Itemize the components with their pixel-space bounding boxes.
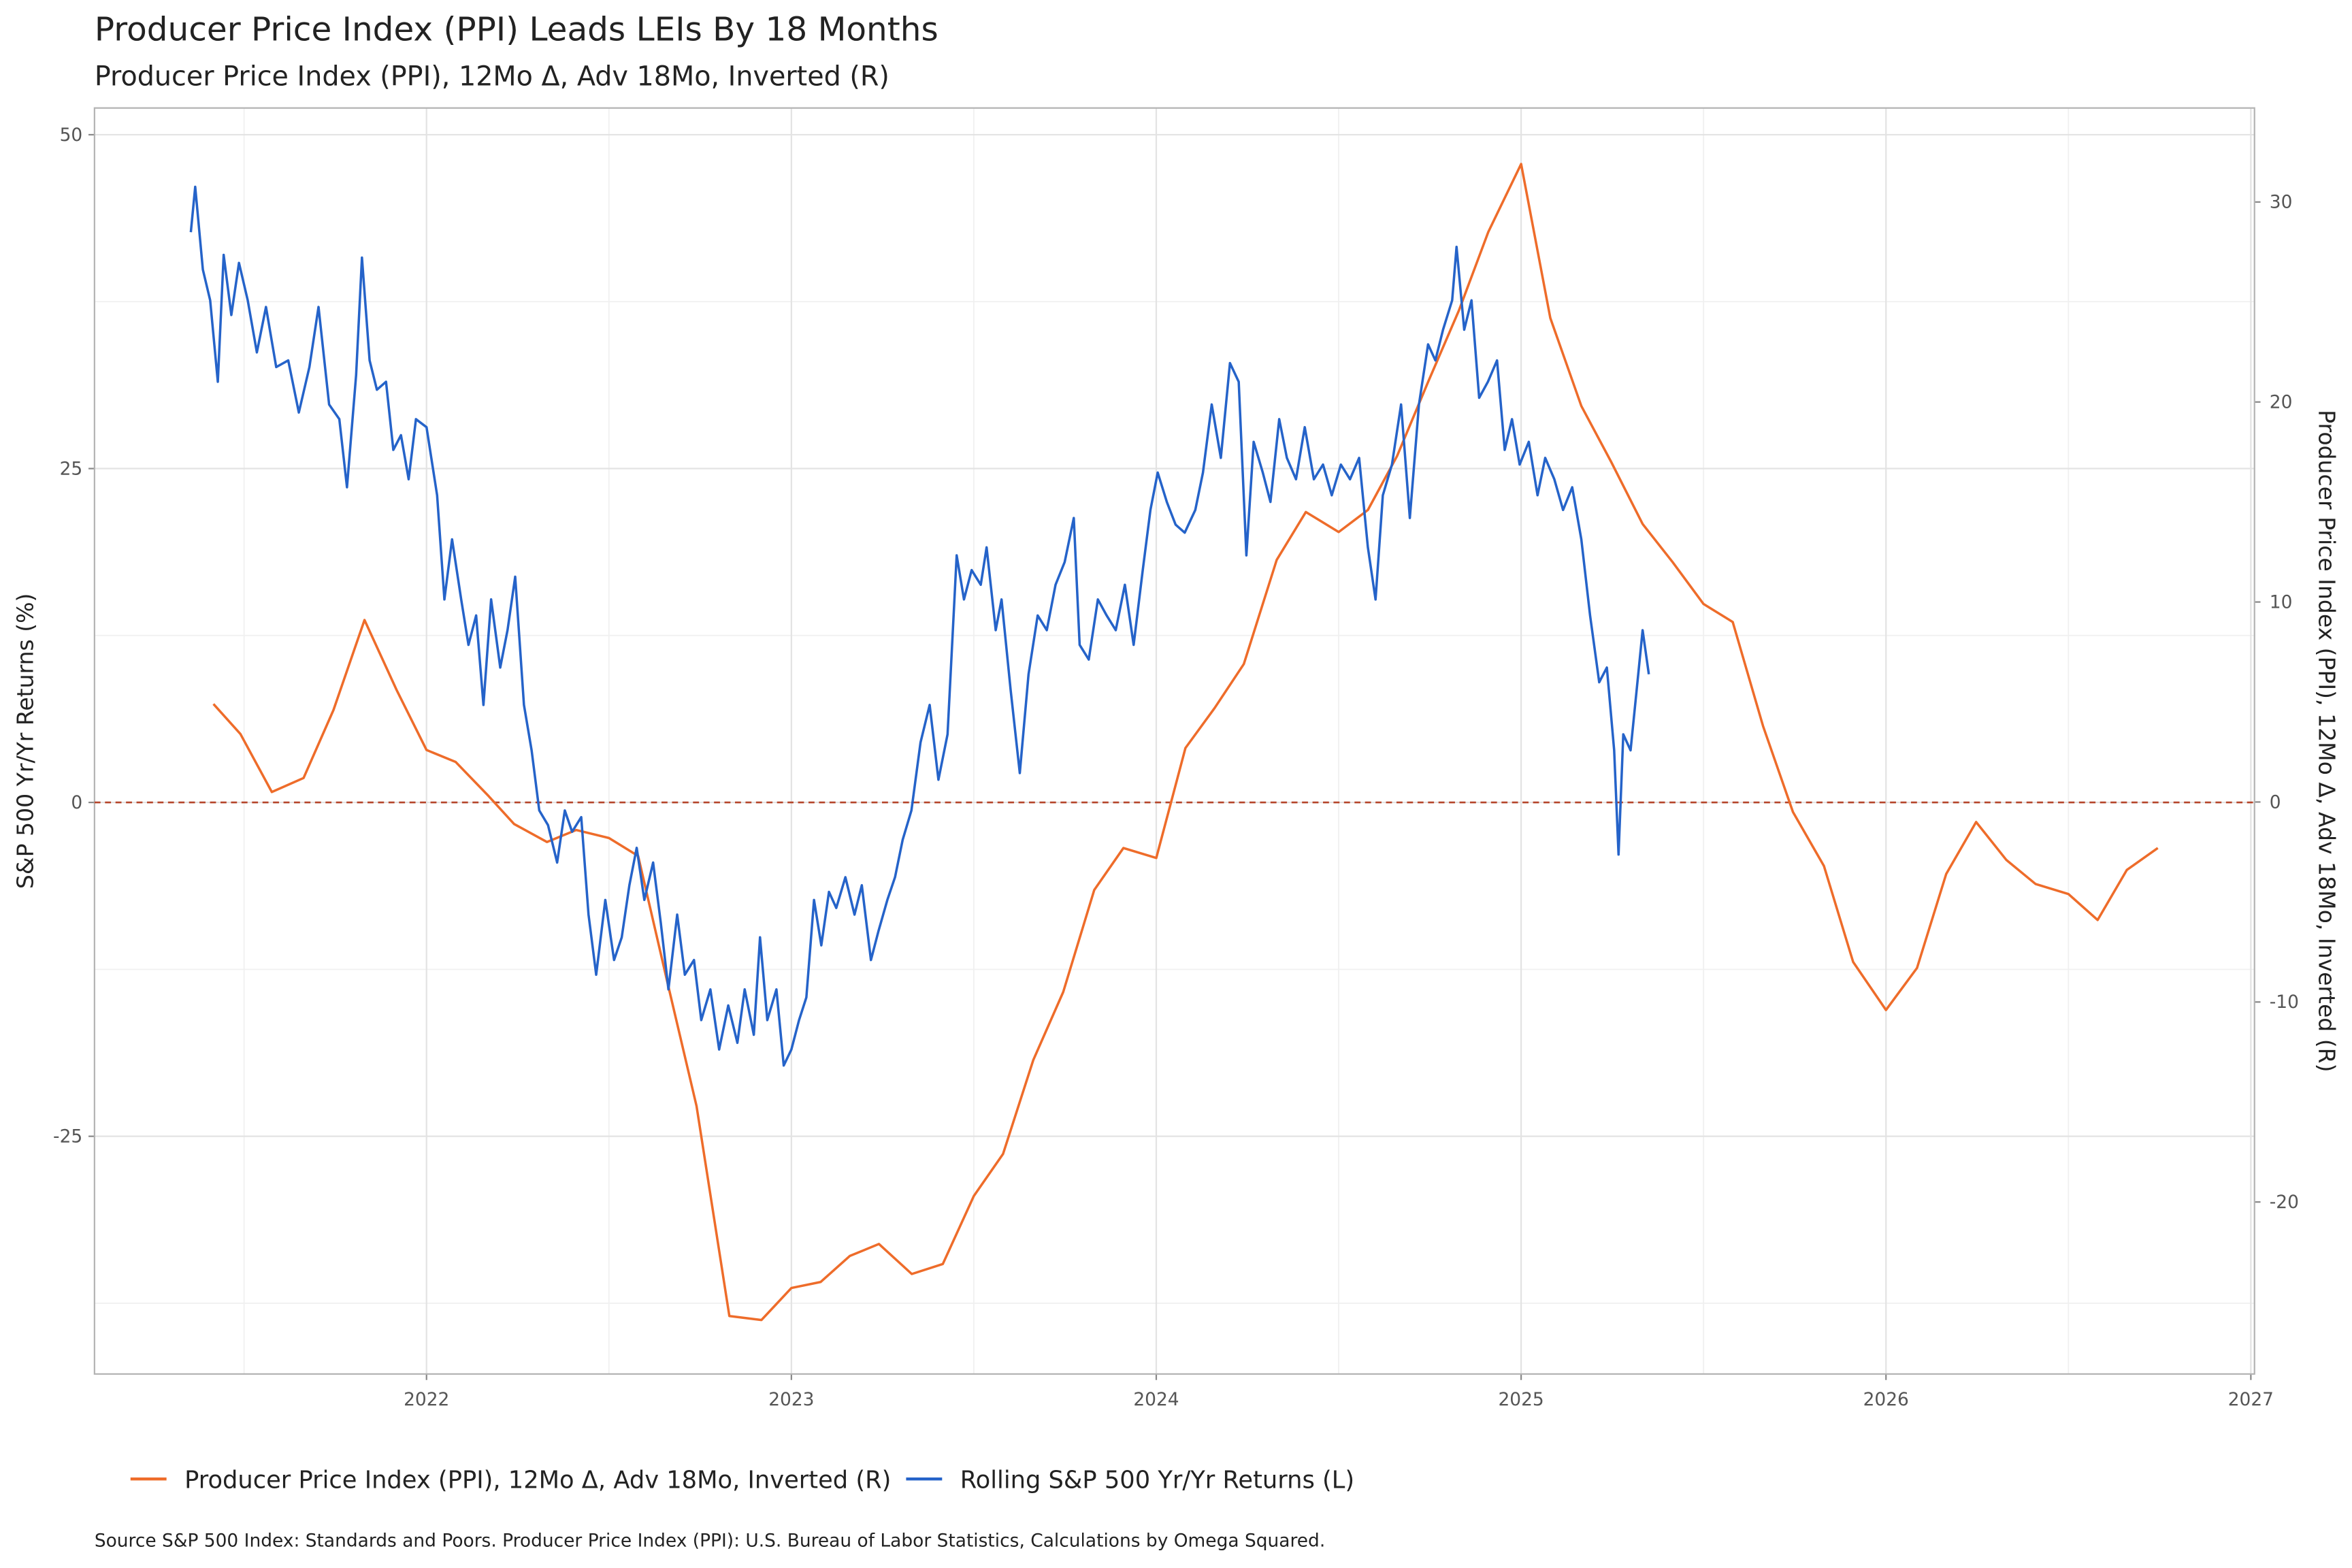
legend-label: Producer Price Index (PPI), 12Mo Δ, Adv … bbox=[184, 1466, 891, 1494]
y2-tick-label: 30 bbox=[2270, 192, 2293, 213]
y2-tick-label: -10 bbox=[2270, 992, 2299, 1013]
chart-title: Producer Price Index (PPI) Leads LEIs By… bbox=[95, 11, 938, 49]
x-tick-label: 2025 bbox=[1498, 1389, 1544, 1410]
legend-label: Rolling S&P 500 Yr/Yr Returns (L) bbox=[960, 1466, 1354, 1494]
x-tick-label: 2022 bbox=[404, 1389, 449, 1410]
x-tick-label: 2026 bbox=[1863, 1389, 1909, 1410]
caption: Source S&P 500 Index: Standards and Poor… bbox=[95, 1530, 1325, 1551]
y2-tick-label: 0 bbox=[2270, 791, 2281, 813]
y-tick-label: 50 bbox=[60, 125, 83, 146]
y2-tick-label: 10 bbox=[2270, 591, 2293, 612]
y2-axis-label: Producer Price Index (PPI), 12Mo Δ, Adv … bbox=[2314, 410, 2340, 1072]
plot-border bbox=[93, 107, 2255, 1375]
y-tick-label: 0 bbox=[71, 792, 82, 813]
y2-tick-label: -20 bbox=[2270, 1192, 2299, 1213]
x-tick-label: 2024 bbox=[1133, 1389, 1179, 1410]
y2-tick-label: 20 bbox=[2270, 392, 2293, 413]
y-axis-label: S&P 500 Yr/Yr Returns (%) bbox=[12, 593, 38, 889]
x-tick-label: 2027 bbox=[2228, 1389, 2274, 1410]
series-line bbox=[189, 185, 1650, 1067]
y-tick-label: 25 bbox=[60, 458, 83, 479]
y-tick-label: -25 bbox=[53, 1126, 82, 1147]
x-tick-label: 2023 bbox=[768, 1389, 814, 1410]
chart-subtitle: Producer Price Index (PPI), 12Mo Δ, Adv … bbox=[95, 61, 889, 93]
series-line bbox=[212, 163, 2159, 1322]
